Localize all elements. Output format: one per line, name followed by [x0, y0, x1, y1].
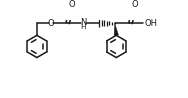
- Text: H: H: [81, 24, 86, 30]
- Text: O: O: [131, 0, 138, 9]
- Polygon shape: [114, 23, 118, 36]
- Text: O: O: [69, 0, 75, 9]
- Text: O: O: [48, 19, 55, 28]
- Text: OH: OH: [145, 19, 158, 28]
- Text: N: N: [80, 18, 86, 27]
